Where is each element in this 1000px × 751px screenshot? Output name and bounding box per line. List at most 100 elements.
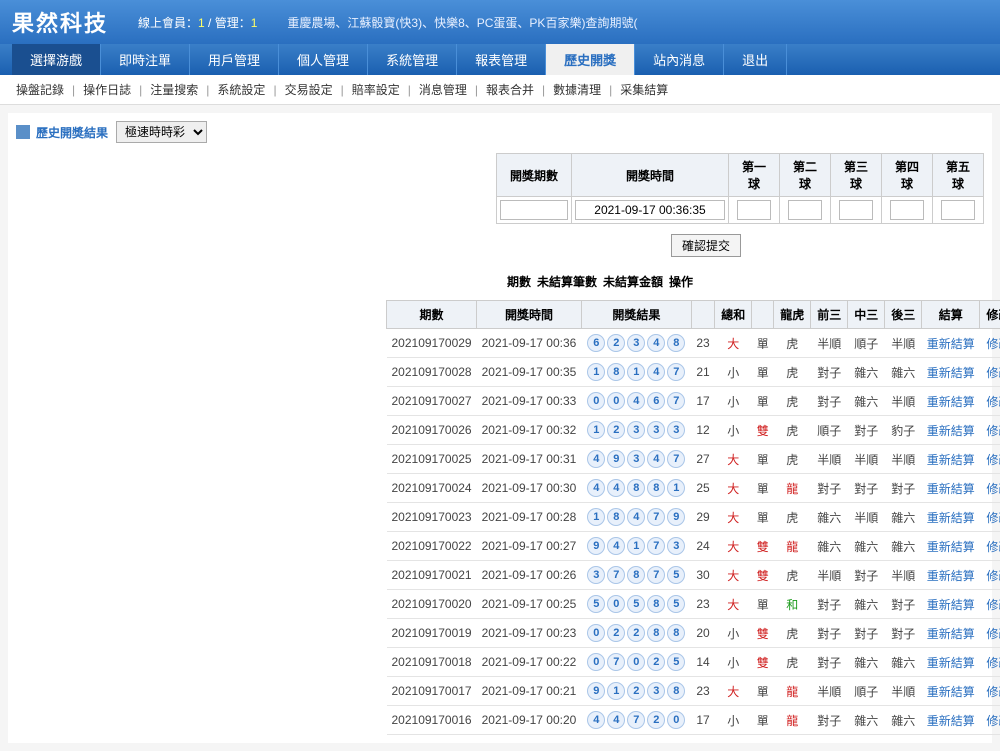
nav-item-5[interactable]: 報表管理 [457, 44, 546, 75]
recount-link[interactable]: 重新結算 [927, 714, 975, 728]
modify-link[interactable]: 修改 [986, 511, 1000, 525]
ball: 4 [607, 537, 625, 555]
ball: 8 [627, 479, 645, 497]
recount-link[interactable]: 重新結算 [927, 569, 975, 583]
subnav-item-6[interactable]: 消息管理 [419, 83, 467, 97]
recount-link[interactable]: 重新結算 [927, 598, 975, 612]
nav-item-4[interactable]: 系統管理 [368, 44, 457, 75]
ball: 5 [587, 595, 605, 613]
period-input[interactable] [500, 200, 568, 220]
ball: 4 [607, 479, 625, 497]
modify-link[interactable]: 修改 [986, 482, 1000, 496]
nav-item-8[interactable]: 退出 [724, 44, 787, 75]
nav-item-1[interactable]: 即時注單 [101, 44, 190, 75]
modify-link[interactable]: 修改 [986, 714, 1000, 728]
recount-link[interactable]: 重新結算 [927, 511, 975, 525]
ball: 4 [587, 479, 605, 497]
recount-link[interactable]: 重新結算 [927, 685, 975, 699]
ball4-input[interactable] [890, 200, 924, 220]
table-row: 2021091700292021-09-17 00:366234823大單虎半順… [387, 329, 1000, 358]
game-select[interactable]: 極速時時彩 [116, 121, 207, 143]
ball: 9 [587, 537, 605, 555]
ball: 6 [647, 392, 665, 410]
recount-link[interactable]: 重新結算 [927, 337, 975, 351]
ball2-input[interactable] [788, 200, 822, 220]
modify-link[interactable]: 修改 [986, 569, 1000, 583]
ball: 1 [607, 682, 625, 700]
recount-link[interactable]: 重新結算 [927, 540, 975, 554]
ball: 8 [667, 682, 685, 700]
subnav-item-4[interactable]: 交易設定 [285, 83, 333, 97]
header: 果然科技 線上會員：1 / 管理：1 重慶農場、江蘇骰寶(快3)、快樂8、PC蛋… [0, 0, 1000, 44]
ball1-input[interactable] [737, 200, 771, 220]
ball: 3 [647, 421, 665, 439]
subnav-item-9[interactable]: 采集結算 [620, 83, 668, 97]
nav-item-7[interactable]: 站內消息 [635, 44, 724, 75]
table-row: 2021091700202021-09-17 00:255058523大單和對子… [387, 590, 1000, 619]
ball: 5 [667, 595, 685, 613]
nav-item-3[interactable]: 個人管理 [279, 44, 368, 75]
ball: 8 [627, 566, 645, 584]
sub-nav: 操盤記錄|操作日誌|注量搜索|系統設定|交易設定|賠率設定|消息管理|報表合并|… [0, 75, 1000, 105]
ball: 8 [667, 624, 685, 642]
modify-link[interactable]: 修改 [986, 395, 1000, 409]
recount-link[interactable]: 重新結算 [927, 482, 975, 496]
ball: 3 [647, 682, 665, 700]
submit-row: 確認提交 [496, 234, 916, 257]
ball: 3 [627, 421, 645, 439]
nav-item-6[interactable]: 歷史開獎 [546, 44, 635, 75]
ball: 3 [627, 334, 645, 352]
modify-link[interactable]: 修改 [986, 598, 1000, 612]
subnav-item-0[interactable]: 操盤記錄 [16, 83, 64, 97]
ball3-input[interactable] [839, 200, 873, 220]
subnav-item-7[interactable]: 報表合并 [486, 83, 534, 97]
subnav-item-5[interactable]: 賠率設定 [352, 83, 400, 97]
ball: 0 [667, 711, 685, 729]
modify-link[interactable]: 修改 [986, 453, 1000, 467]
subnav-item-2[interactable]: 注量搜索 [150, 83, 198, 97]
ball: 7 [647, 537, 665, 555]
ball: 0 [587, 653, 605, 671]
recount-link[interactable]: 重新結算 [927, 424, 975, 438]
recount-link[interactable]: 重新結算 [927, 366, 975, 380]
subnav-item-8[interactable]: 數據清理 [553, 83, 601, 97]
ball5-input[interactable] [941, 200, 975, 220]
ball: 7 [647, 508, 665, 526]
modify-link[interactable]: 修改 [986, 366, 1000, 380]
modify-link[interactable]: 修改 [986, 627, 1000, 641]
submit-button[interactable]: 確認提交 [671, 234, 741, 257]
results-table: 期數開獎時間開獎結果總和龍虎前三中三後三結算修改反結 2021091700292… [386, 300, 1000, 735]
ball: 7 [667, 392, 685, 410]
filter-label: 歷史開獎結果 [36, 124, 108, 141]
table-row: 2021091700232021-09-17 00:281847929大單虎雜六… [387, 503, 1000, 532]
ball: 1 [587, 421, 605, 439]
ball: 2 [627, 624, 645, 642]
recount-link[interactable]: 重新結算 [927, 453, 975, 467]
table-row: 2021091700172021-09-17 00:219123823大單龍半順… [387, 677, 1000, 706]
recount-link[interactable]: 重新結算 [927, 627, 975, 641]
ball: 3 [667, 421, 685, 439]
subnav-item-3[interactable]: 系統設定 [217, 83, 265, 97]
nav-item-0[interactable]: 選擇游戲 [12, 44, 101, 75]
recount-link[interactable]: 重新結算 [927, 395, 975, 409]
modify-link[interactable]: 修改 [986, 424, 1000, 438]
content: 歷史開獎結果 極速時時彩 開獎期數開獎時間第一球第二球第三球第四球第五球 確認提… [8, 113, 992, 743]
table-row: 2021091700162021-09-17 00:204472017小單龍對子… [387, 706, 1000, 735]
time-input[interactable] [575, 200, 725, 220]
ball: 4 [647, 450, 665, 468]
table-row: 2021091700252021-09-17 00:314934727大單虎半順… [387, 445, 1000, 474]
ball: 2 [647, 711, 665, 729]
main-nav: 選擇游戲即時注單用戶管理個人管理系統管理報表管理歷史開獎站內消息退出 [0, 44, 1000, 75]
recount-link[interactable]: 重新結算 [927, 656, 975, 670]
ball: 3 [667, 537, 685, 555]
nav-item-2[interactable]: 用戶管理 [190, 44, 279, 75]
modify-link[interactable]: 修改 [986, 685, 1000, 699]
subnav-item-1[interactable]: 操作日誌 [83, 83, 131, 97]
modify-link[interactable]: 修改 [986, 337, 1000, 351]
modify-link[interactable]: 修改 [986, 540, 1000, 554]
ball: 1 [587, 508, 605, 526]
modify-link[interactable]: 修改 [986, 656, 1000, 670]
summary-header: 期數未結算筆數未結算金額操作 [216, 273, 984, 290]
table-row: 2021091700222021-09-17 00:279417324大雙龍雜六… [387, 532, 1000, 561]
ball: 4 [627, 508, 645, 526]
